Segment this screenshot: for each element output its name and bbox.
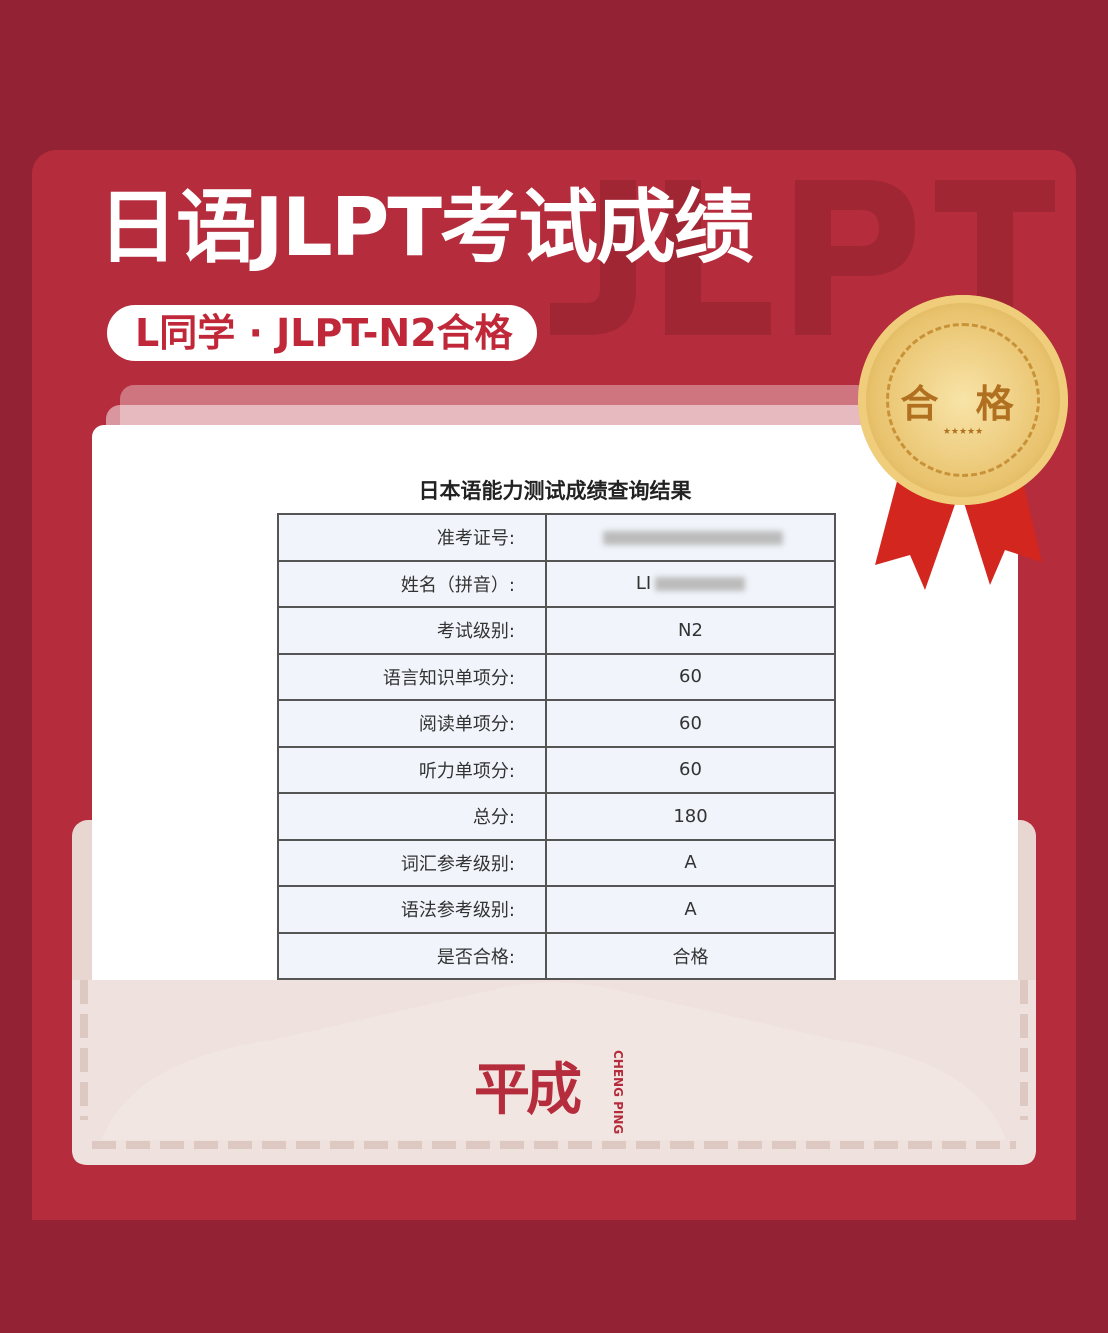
table-row: 阅读单项分: 60: [277, 699, 836, 748]
student-badge: L同学 · JLPT-N2合格: [107, 305, 537, 361]
row-value-text: 180: [673, 805, 708, 827]
table-row: 考试级别: N2: [277, 606, 836, 655]
table-row: 听力单项分: 60: [277, 745, 836, 794]
row-value: 合格: [545, 931, 836, 980]
result-sheet: 日本语能力测试成绩查询结果 准考证号: 姓名（拼音）: LI 考试级别: N2 语言知识单…: [92, 425, 1018, 995]
table-row: 语言知识单项分: 60: [277, 652, 836, 701]
row-value: A: [545, 838, 836, 887]
medal-stars: ★★★★★: [942, 427, 984, 437]
row-label: 听力单项分:: [277, 745, 547, 794]
score-table: 准考证号: 姓名（拼音）: LI 考试级别: N2 语言知识单项分: 60 阅读单项分: 60 听…: [277, 513, 836, 980]
row-value: N2: [545, 606, 836, 655]
row-value: A: [545, 885, 836, 934]
table-row: 语法参考级别: A: [277, 885, 836, 934]
brand-logo: 平成: [474, 1058, 582, 1123]
row-value-text: N2: [678, 619, 703, 641]
redacted-value: [602, 530, 783, 545]
row-label: 词汇参考级别:: [277, 838, 547, 887]
table-row: 准考证号:: [277, 513, 836, 562]
laurel-ring: [886, 323, 1040, 477]
row-label: 是否合格:: [277, 931, 547, 980]
redacted-value: [655, 577, 746, 592]
envelope-flap: [72, 980, 1036, 1165]
page-title: 日语JLPT考试成绩: [98, 181, 754, 274]
table-row: 词汇参考级别: A: [277, 838, 836, 887]
medal-label: 合 格: [900, 382, 1026, 426]
row-label: 总分:: [277, 792, 547, 841]
table-row: 姓名（拼音）: LI: [277, 559, 836, 608]
row-value: 60: [545, 745, 836, 794]
row-value: 60: [545, 652, 836, 701]
row-value-text: 60: [679, 712, 702, 734]
table-row: 是否合格: 合格: [277, 931, 836, 980]
jlpt-watermark: [550, 180, 1055, 335]
table-row: 总分: 180: [277, 792, 836, 841]
row-value: [545, 513, 836, 562]
row-value-text: LI: [635, 573, 652, 595]
row-value-text: 合格: [672, 946, 709, 968]
brand-english: CHENG PING: [611, 1050, 625, 1135]
row-value-text: 60: [679, 759, 702, 781]
row-label: 考试级别:: [277, 606, 547, 655]
row-value-text: 60: [679, 666, 702, 688]
row-label: 阅读单项分:: [277, 699, 547, 748]
row-value: LI: [545, 559, 836, 608]
row-value: 60: [545, 699, 836, 748]
row-label: 准考证号:: [277, 513, 547, 562]
pass-medal: 合 格 ★★★★★: [858, 295, 1068, 505]
row-label: 语言知识单项分:: [277, 652, 547, 701]
row-value-text: A: [684, 852, 697, 874]
row-value-text: A: [684, 898, 697, 920]
row-label: 语法参考级别:: [277, 885, 547, 934]
row-label: 姓名（拼音）:: [277, 559, 547, 608]
result-title: 日本语能力测试成绩查询结果: [418, 479, 692, 503]
row-value: 180: [545, 792, 836, 841]
